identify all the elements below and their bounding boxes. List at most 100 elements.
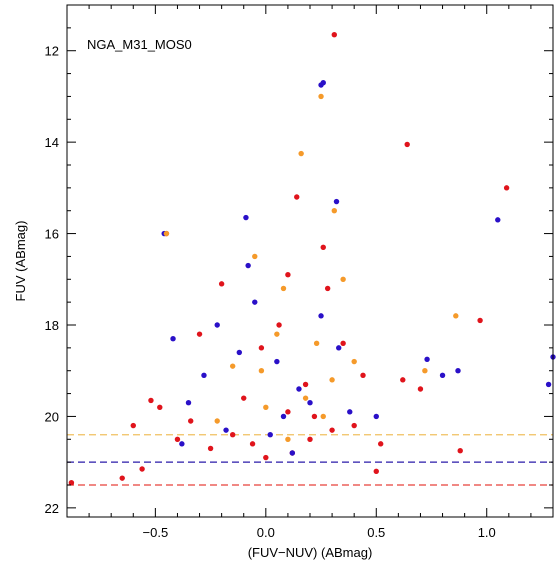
data-point (258, 368, 265, 374)
data-point (68, 480, 75, 486)
data-point (477, 317, 483, 324)
data-point (313, 340, 320, 346)
data-point (373, 413, 379, 420)
data-point (503, 185, 510, 191)
data-point (258, 345, 265, 351)
data-point (302, 395, 309, 401)
data-point (329, 427, 335, 433)
limit-lines (67, 434, 553, 486)
x-tick-label: 0.0 (257, 525, 275, 540)
data-point (179, 441, 185, 447)
axis-ticks (67, 5, 554, 517)
data-point (360, 372, 366, 378)
data-point (274, 358, 280, 365)
data-point (347, 409, 353, 415)
data-point (280, 413, 287, 420)
data-point (148, 397, 154, 404)
chart-annotation: NGA_M31_MOS0 (87, 37, 192, 52)
data-point (185, 400, 192, 406)
data-point (331, 208, 337, 214)
y-tick-label: 14 (45, 135, 59, 150)
data-point (545, 381, 552, 388)
y-tick-label: 16 (45, 227, 59, 242)
data-point (218, 281, 225, 287)
tick-labels: −0.5 0.0 0.5 1.0 12 14 16 18 20 22 (45, 44, 496, 540)
data-point (229, 432, 236, 438)
data-point (333, 198, 340, 205)
data-point (139, 466, 145, 472)
data-point (439, 372, 446, 378)
data-point (236, 349, 243, 356)
data-point (119, 475, 125, 481)
data-point (373, 468, 379, 474)
data-point (320, 244, 326, 250)
data-point (404, 141, 410, 148)
data-point (318, 313, 324, 319)
data-point (188, 418, 194, 424)
data-point (267, 432, 273, 438)
data-point (245, 262, 251, 269)
data-point (331, 32, 337, 38)
y-tick-label: 18 (45, 318, 59, 333)
data-point (340, 276, 346, 282)
data-points (68, 32, 556, 486)
data-point (274, 331, 280, 337)
x-axis-label: (FUV−NUV) (ABmag) (248, 545, 373, 560)
data-point (422, 368, 428, 374)
y-tick-label: 22 (45, 501, 59, 516)
data-point (329, 377, 335, 383)
data-point (311, 413, 318, 420)
data-point (453, 313, 459, 319)
data-point (157, 404, 163, 410)
data-point (320, 413, 326, 420)
data-point (289, 450, 296, 456)
y-tick-label: 12 (45, 44, 59, 59)
data-point (249, 441, 256, 447)
data-point (351, 358, 357, 365)
data-point (276, 322, 282, 328)
data-point (174, 436, 181, 442)
data-point (307, 400, 313, 406)
data-point (285, 272, 291, 278)
data-point (214, 322, 220, 328)
data-point (263, 454, 269, 461)
data-point (400, 377, 406, 383)
data-point (294, 194, 300, 200)
data-point (280, 285, 287, 292)
data-point (455, 368, 461, 374)
data-point (223, 427, 229, 433)
data-point (417, 386, 424, 392)
data-point (201, 372, 207, 378)
data-point (377, 441, 384, 447)
data-point (163, 230, 170, 237)
data-point (307, 436, 313, 442)
data-point (170, 336, 176, 342)
y-tick-label: 20 (45, 409, 59, 424)
x-tick-label: 1.0 (478, 525, 496, 540)
data-point (207, 445, 214, 452)
data-point (263, 404, 269, 410)
data-point (495, 217, 501, 223)
data-point (243, 214, 249, 221)
data-point (229, 363, 236, 369)
data-point (296, 386, 302, 392)
data-point (318, 93, 324, 100)
data-point (302, 381, 309, 388)
data-point (252, 299, 258, 305)
data-point (457, 448, 463, 454)
data-point (424, 356, 430, 362)
data-point (285, 409, 291, 415)
data-point (298, 150, 304, 157)
data-point (351, 422, 357, 429)
data-point (241, 395, 247, 401)
data-point (324, 285, 331, 292)
data-point (252, 253, 258, 260)
x-tick-label: −0.5 (143, 525, 169, 540)
data-point (196, 331, 203, 337)
data-point (285, 436, 291, 442)
x-tick-label: 0.5 (367, 525, 385, 540)
data-point (336, 345, 342, 351)
data-point (340, 340, 346, 346)
data-point (318, 82, 324, 88)
